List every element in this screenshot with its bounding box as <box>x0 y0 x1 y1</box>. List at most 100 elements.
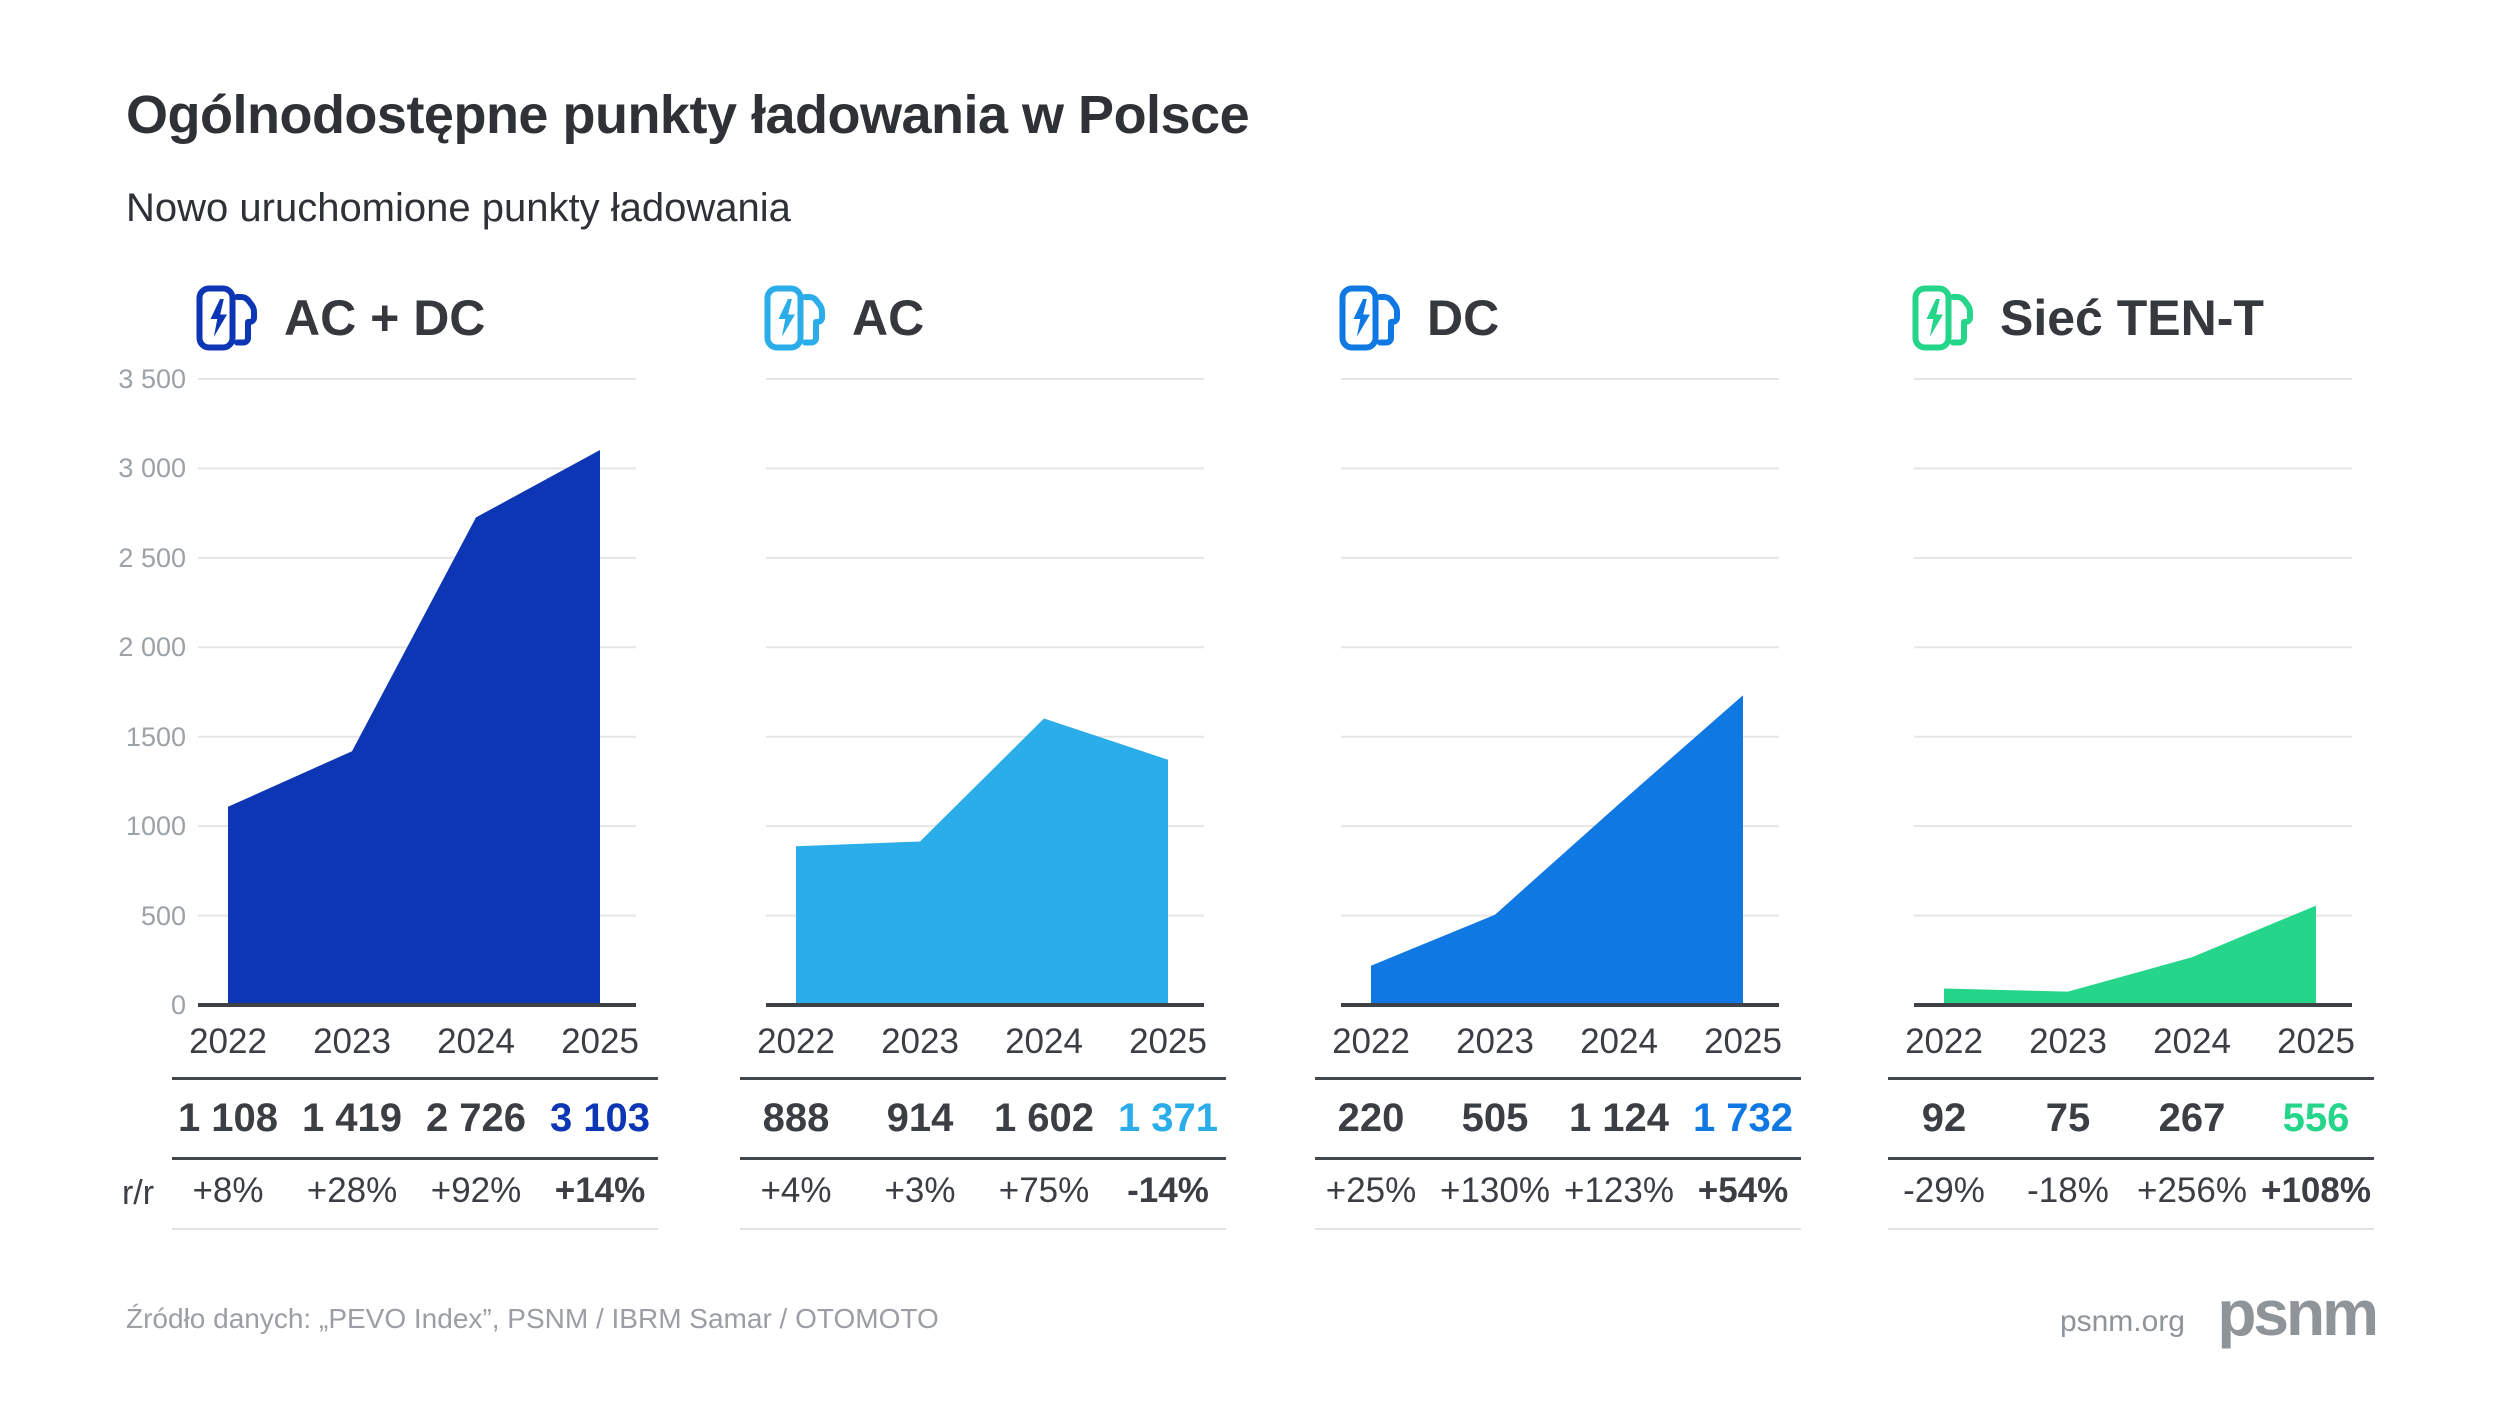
area-chart <box>1341 378 1779 1007</box>
yoy-row: +25% +130% +123% +54% <box>1309 1161 1805 1221</box>
value-label-highlight: 556 <box>2282 1096 2350 1140</box>
yoy-label: +108% <box>2261 1171 2371 1210</box>
values-row: 92 75 267 556 <box>1882 1086 2378 1150</box>
table-divider-light <box>1315 1228 1801 1230</box>
yoy-label: +130% <box>1440 1171 1550 1210</box>
yoy-row: -29% -18% +256% +108% <box>1882 1161 2378 1221</box>
yoy-label: -14% <box>1127 1171 1209 1210</box>
yoy-label: +25% <box>1325 1171 1417 1210</box>
table-divider <box>1315 1157 1801 1160</box>
values-row: 220 505 1 124 1 732 <box>1309 1086 1805 1150</box>
ev-charger-icon <box>1339 285 1400 351</box>
value-label: 1 419 <box>301 1096 403 1140</box>
value-label: 92 <box>1921 1096 1967 1140</box>
year-label: 2025 <box>1129 1022 1207 1061</box>
value-label: 2 726 <box>425 1096 527 1140</box>
value-label: 1 124 <box>1568 1096 1670 1140</box>
table-divider <box>1888 1077 2374 1080</box>
year-label: 2025 <box>2277 1022 2355 1061</box>
area-chart <box>198 378 636 1007</box>
value-label: 1 108 <box>177 1096 279 1140</box>
table-divider-light <box>740 1228 1226 1230</box>
year-label: 2024 <box>2153 1022 2231 1061</box>
panel-header: Sieć TEN-T <box>1910 282 2264 354</box>
area-chart <box>1914 378 2352 1007</box>
data-source-note: Źródło danych: „PEVO Index”, PSNM / IBRM… <box>126 1303 939 1334</box>
ev-charger-icon <box>196 285 257 351</box>
panel-header: AC + DC <box>194 282 485 354</box>
value-label: 914 <box>886 1096 954 1140</box>
panel-header: AC <box>762 282 924 354</box>
chart-panel: AC + DC 2022 2023 2024 2025 1 108 1 419 … <box>118 260 666 1260</box>
yoy-label: +8% <box>192 1171 264 1210</box>
page-title: Ogólnodostępne punkty ładowania w Polsce <box>126 85 1250 145</box>
website-url: psnm.org <box>2059 1305 2185 1338</box>
yoy-label: +14% <box>554 1171 646 1210</box>
area-series <box>796 718 1168 1005</box>
table-divider <box>172 1157 658 1160</box>
yoy-row-label: r/r <box>121 1174 155 1212</box>
page-subtitle: Nowo uruchomione punkty ładowania <box>126 186 791 230</box>
yoy-label: -18% <box>2027 1171 2109 1210</box>
value-label: 220 <box>1337 1096 1405 1140</box>
year-label: 2022 <box>1332 1022 1410 1061</box>
value-label: 888 <box>762 1096 830 1140</box>
chart-panel: AC 2022 2023 2024 2025 888 914 1 602 1 3… <box>734 260 1234 1260</box>
yoy-label: +123% <box>1564 1171 1674 1210</box>
year-label: 2023 <box>2029 1022 2107 1061</box>
value-label-highlight: 1 371 <box>1117 1096 1219 1140</box>
y-axis-tick-label: 3 500 <box>118 364 186 394</box>
yoy-label: +256% <box>2137 1171 2247 1210</box>
y-axis-tick-label: 2 000 <box>118 632 186 663</box>
chart-panel: DC 2022 2023 2024 2025 220 505 1 124 1 7… <box>1309 260 1809 1260</box>
value-label-highlight: 1 732 <box>1692 1096 1794 1140</box>
years-row: 2022 2023 2024 2025 <box>734 1012 1230 1072</box>
area-series <box>228 450 600 1005</box>
year-label: 2024 <box>437 1022 515 1061</box>
year-label: 2022 <box>757 1022 835 1061</box>
year-label: 2025 <box>561 1022 639 1061</box>
panel-title: AC + DC <box>284 290 486 346</box>
yoy-label: -29% <box>1903 1171 1985 1210</box>
value-label-highlight: 3 103 <box>549 1096 651 1140</box>
y-axis-tick-label: 0 <box>170 990 186 1020</box>
values-row: 888 914 1 602 1 371 <box>734 1086 1230 1150</box>
table-divider-light <box>172 1228 658 1230</box>
year-label: 2023 <box>1456 1022 1534 1061</box>
yoy-row: +4% +3% +75% -14% <box>734 1161 1230 1221</box>
table-divider <box>1315 1077 1801 1080</box>
table-divider-light <box>1888 1228 2374 1230</box>
year-label: 2022 <box>189 1022 267 1061</box>
years-row: 2022 2023 2024 2025 <box>1309 1012 1805 1072</box>
years-row: 2022 2023 2024 2025 <box>166 1012 662 1072</box>
area-series <box>1944 905 2316 1005</box>
y-axis-tick-label: 1500 <box>125 721 186 752</box>
yoy-label: +54% <box>1697 1171 1789 1210</box>
table-divider <box>740 1077 1226 1080</box>
table-divider <box>172 1077 658 1080</box>
y-axis-tick-label: 500 <box>140 900 186 931</box>
year-label: 2023 <box>313 1022 391 1061</box>
year-label: 2024 <box>1005 1022 1083 1061</box>
ev-charger-icon <box>1912 285 1973 351</box>
values-row: 1 108 1 419 2 726 3 103 <box>166 1086 662 1150</box>
area-series <box>1371 695 1743 1005</box>
year-label: 2023 <box>881 1022 959 1061</box>
value-label: 505 <box>1461 1096 1529 1140</box>
years-row: 2022 2023 2024 2025 <box>1882 1012 2378 1072</box>
value-label: 75 <box>2045 1096 2091 1140</box>
yoy-label: +4% <box>760 1171 832 1210</box>
y-axis-tick-label: 2 500 <box>118 542 186 573</box>
panel-title: Sieć TEN-T <box>2000 290 2264 346</box>
chart-panel: Sieć TEN-T 2022 2023 2024 2025 92 75 267… <box>1882 260 2382 1260</box>
year-label: 2025 <box>1704 1022 1782 1061</box>
panel-title: AC <box>852 290 925 346</box>
yoy-label: +28% <box>306 1171 398 1210</box>
panel-title: DC <box>1427 290 1500 346</box>
table-divider <box>1888 1157 2374 1160</box>
area-chart <box>766 378 1204 1007</box>
table-divider <box>740 1157 1226 1160</box>
y-axis-tick-label: 3 000 <box>118 453 186 484</box>
